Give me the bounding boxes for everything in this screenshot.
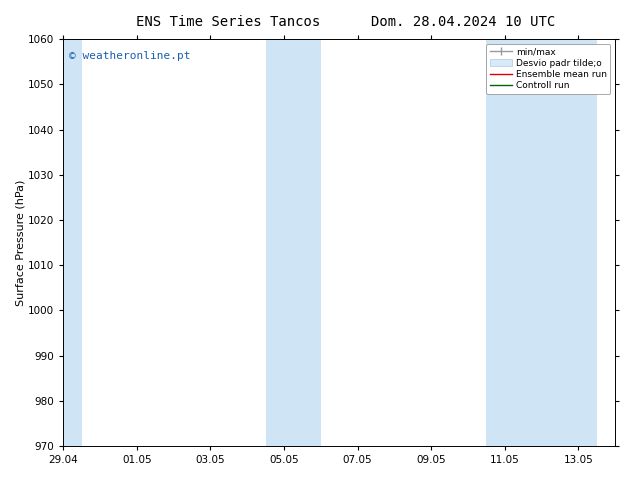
Legend: min/max, Desvio padr tilde;o, Ensemble mean run, Controll run: min/max, Desvio padr tilde;o, Ensemble m… bbox=[486, 44, 611, 94]
Text: ENS Time Series Tancos: ENS Time Series Tancos bbox=[136, 15, 320, 29]
Bar bbox=[486, 39, 597, 446]
Text: Dom. 28.04.2024 10 UTC: Dom. 28.04.2024 10 UTC bbox=[371, 15, 555, 29]
Bar bbox=[266, 39, 321, 446]
Text: © weatheronline.pt: © weatheronline.pt bbox=[69, 51, 190, 61]
Bar bbox=[63, 39, 82, 446]
Y-axis label: Surface Pressure (hPa): Surface Pressure (hPa) bbox=[15, 179, 25, 306]
